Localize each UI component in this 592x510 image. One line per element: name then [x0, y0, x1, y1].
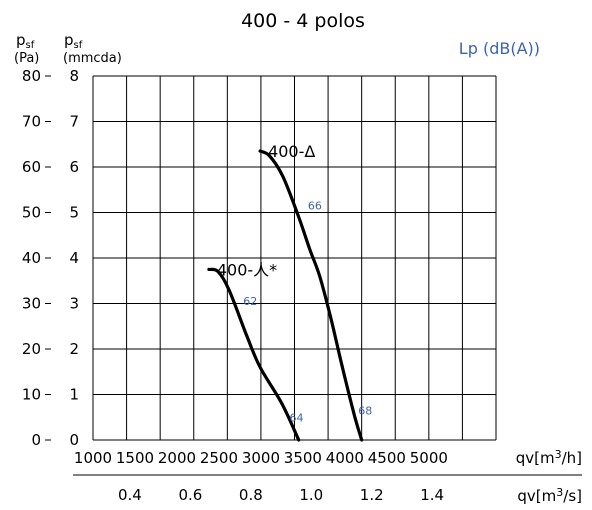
y-left-tick-label: 60 [22, 158, 41, 176]
x-top-tick-label: 4500 [368, 449, 406, 467]
x-top-tick-label: 1000 [74, 449, 112, 467]
y-right-tick-label: 4 [69, 249, 79, 267]
y-left-tick-label: 20 [22, 340, 41, 358]
x-bottom-tick-label: 0.6 [178, 486, 202, 504]
y-right-unit: (mmcda) [63, 51, 122, 66]
x-top-tick-label: 2000 [158, 449, 196, 467]
y-left-tick-label: 80 [22, 67, 41, 85]
x-bottom-tick-label: 0.4 [118, 486, 142, 504]
y-right-tick-label: 1 [69, 386, 79, 404]
sound-level-label: 66 [308, 200, 322, 213]
curves: 400-Δ 400-人* [207, 142, 364, 442]
y-right-tick-label: 7 [69, 113, 79, 131]
sound-level-label: 64 [289, 411, 303, 424]
x-top-tick-label: 1500 [116, 449, 154, 467]
x-bottom-tick-label: 1.2 [360, 486, 384, 504]
curve-label: 400-人* [217, 260, 277, 279]
sound-level-label: 68 [358, 404, 372, 417]
y-right-tick-label: 2 [69, 340, 79, 358]
y-right-tick-label: 0 [69, 431, 79, 449]
x-bottom-tick-label: 0.8 [239, 486, 263, 504]
y-left-symbol: psf [16, 31, 35, 51]
sound-level-label: 62 [243, 295, 257, 308]
y-left-unit: (Pa) [14, 51, 39, 66]
y-left-tick-label: 0 [31, 431, 41, 449]
x-top-tick-label: 3500 [284, 449, 322, 467]
grid [92, 75, 497, 441]
x-top-axis-label: qv[m3/h] [516, 448, 582, 467]
curve-label: 400-Δ [268, 142, 315, 161]
x-top-tick-label: 4000 [326, 449, 364, 467]
y-right-tick-label: 6 [69, 158, 79, 176]
y-left-tick-label: 70 [22, 113, 41, 131]
y-right-tick-label: 8 [69, 67, 79, 85]
sound-level-legend: Lp (dB(A)) [459, 39, 540, 58]
curve-delta [258, 149, 364, 442]
y-right-tick-label: 3 [69, 295, 79, 313]
x-bottom-axis-label: qv[m3/s] [517, 486, 582, 505]
y-left-ticks: 0 10 20 30 40 50 60 70 80 [22, 67, 51, 449]
sound-level-labels: 66 68 62 64 [243, 200, 372, 425]
x-bottom-tick-label: 1.0 [299, 486, 323, 504]
y-left-tick-label: 40 [22, 249, 41, 267]
x-top-tick-label: 2500 [200, 449, 238, 467]
x-top-tick-label: 5000 [410, 449, 448, 467]
y-right-symbol: psf [64, 31, 83, 51]
y-left-tick-label: 30 [22, 295, 41, 313]
y-right-tick-label: 5 [69, 204, 79, 222]
x-bottom-ticks: 0.4 0.6 0.8 1.0 1.2 1.4 [73, 474, 582, 504]
y-left-tick-label: 50 [22, 204, 41, 222]
x-top-tick-label: 3000 [242, 449, 280, 467]
chart-title: 400 - 4 polos [241, 10, 365, 32]
y-left-tick-label: 10 [22, 386, 41, 404]
y-right-ticks: 0 1 2 3 4 5 6 7 8 [69, 67, 79, 449]
x-bottom-tick-label: 1.4 [420, 486, 444, 504]
x-top-ticks: 1000 1500 2000 2500 3000 3500 4000 4500 5000 [74, 449, 448, 467]
curve-star [207, 267, 301, 442]
